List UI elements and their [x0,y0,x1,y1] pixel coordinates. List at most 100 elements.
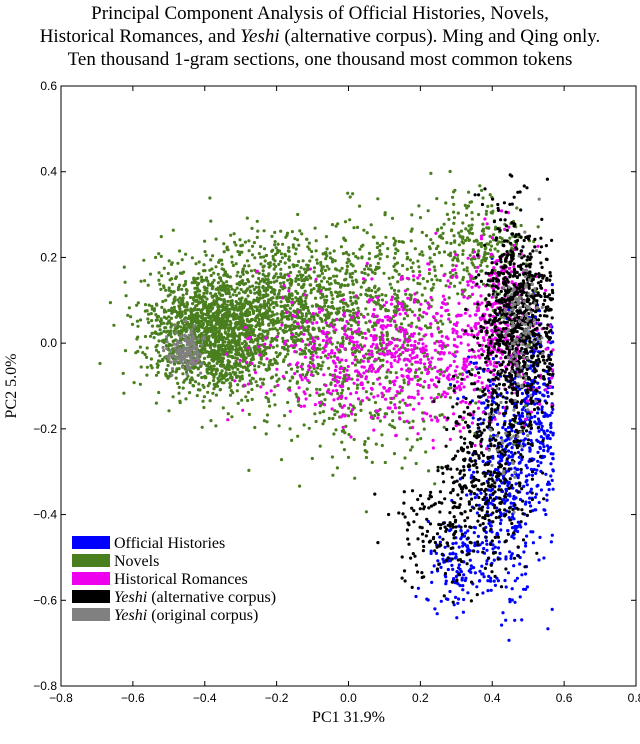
data-point [451,195,455,199]
data-point [423,324,428,328]
data-point [499,528,503,532]
data-point [238,370,242,374]
data-point [327,366,331,370]
data-point [447,386,451,390]
data-point [169,262,174,266]
data-point [189,295,193,300]
data-point [232,334,236,338]
data-point [270,234,274,238]
data-point [462,573,466,577]
data-point [205,320,209,324]
data-point [472,531,476,535]
data-point [216,384,220,388]
data-point [312,287,316,291]
data-point [232,240,237,244]
data-point [375,314,379,318]
data-point [343,283,347,288]
data-point [283,295,288,299]
data-point [149,312,153,316]
data-point [527,500,532,505]
data-point [257,282,261,286]
data-point [452,359,456,363]
data-point [468,558,472,562]
data-point [223,270,228,274]
data-point [461,544,465,548]
data-point [226,378,230,382]
data-point [196,388,200,392]
data-point [276,331,280,335]
data-point [290,375,294,379]
data-point [223,288,227,292]
data-point [235,375,239,379]
data-point [455,321,459,325]
data-point [230,354,235,359]
data-point [346,283,350,287]
data-point [532,467,536,472]
data-point [462,268,466,272]
data-point [261,269,265,273]
data-point [364,264,369,268]
data-point [524,572,528,576]
data-point [330,257,334,261]
data-point [390,286,394,290]
data-point [204,316,208,320]
data-point [154,255,158,260]
data-point [259,255,263,259]
data-point [448,320,452,324]
data-point [359,408,363,412]
data-point [460,328,464,332]
data-point [440,344,445,348]
data-point [547,446,551,450]
data-point [292,300,296,304]
data-point [197,333,202,337]
data-point [538,402,542,406]
data-point [303,328,307,332]
data-point [342,305,346,309]
data-point [407,370,411,374]
data-point [414,461,418,466]
data-point [482,349,486,353]
data-point [293,237,297,241]
data-point [143,334,148,339]
data-point [434,416,438,420]
data-point [462,332,466,336]
data-point [138,345,142,349]
data-point [398,400,402,404]
data-point [288,306,292,310]
data-point [259,262,263,266]
data-point [189,315,193,320]
data-point [341,384,345,388]
data-point [439,319,443,323]
data-point [372,286,377,290]
data-point [549,341,553,345]
data-point [486,252,490,256]
data-point [236,383,240,387]
data-point [317,363,321,368]
data-point [438,235,442,239]
data-point [283,307,287,311]
data-point [402,358,406,362]
data-point [477,503,481,507]
data-point [281,287,285,291]
data-point [286,352,290,356]
data-point [274,300,278,304]
data-point [198,289,202,293]
data-point [258,377,263,381]
data-point [521,414,525,418]
data-point [481,222,485,226]
data-point [366,436,370,440]
data-point [410,362,414,366]
data-point [134,351,138,355]
data-point [305,263,309,267]
data-point [513,579,517,583]
data-point [126,313,130,317]
data-point [283,326,287,330]
data-point [449,251,453,255]
data-point [455,275,459,279]
data-point [454,271,458,275]
data-point [478,579,482,583]
data-point [263,348,267,352]
data-point [229,233,233,237]
data-point [242,354,246,358]
data-point [524,541,528,545]
